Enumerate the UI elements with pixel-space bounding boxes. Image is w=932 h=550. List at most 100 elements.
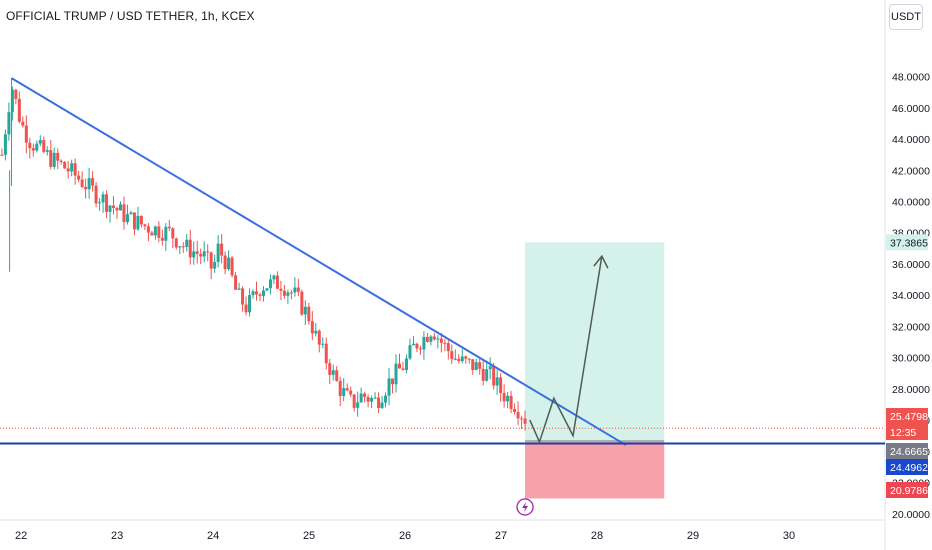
candle-body [220,243,224,256]
candle-body [317,330,321,345]
candle-body [293,287,297,293]
x-tick-label: 30 [783,530,795,542]
candle-body [384,395,388,403]
currency-button[interactable]: USDT [889,4,923,30]
candle-body [275,275,279,289]
position-zones [525,242,665,499]
candle-body [122,204,126,223]
candle-body [101,194,105,203]
candle-body [7,112,11,135]
candle-body [481,368,485,381]
drawings[interactable] [0,77,885,516]
candle-body [349,390,353,395]
candle-body [21,121,25,126]
candle-body [300,291,304,315]
candle-body [471,359,475,370]
x-tick-label: 27 [495,530,507,542]
time-axis[interactable]: 22 23 24 25 26 27 28 29 30 [15,530,795,542]
candle-body [520,418,524,420]
candle-body [289,292,293,294]
x-tick-label: 28 [591,530,603,542]
candle-body [415,343,419,349]
candle-body [373,397,377,399]
candle-body [181,246,185,248]
price-label-countdown [886,424,928,440]
y-tick-label: 48.0000 [892,72,930,84]
candle-body [506,395,510,402]
price-label-stop [886,482,928,498]
candle-body [391,378,395,385]
candle-body [310,321,314,334]
candle-body [73,163,77,176]
candle-body [244,304,248,313]
candle-body [429,336,433,342]
candle-body [195,251,199,254]
stop-zone [525,440,665,499]
candle-body [436,338,440,340]
candle-body [370,397,374,402]
candle-body [10,89,14,113]
candle-body [87,178,91,190]
candle-body [199,253,203,257]
candle-body [464,356,468,359]
candle-body [42,140,46,152]
candle-body [352,394,356,408]
candle-body [265,288,269,291]
candle-body [213,261,217,269]
candle-body [45,150,49,152]
price-label-entry [886,443,928,459]
candle-body [185,239,189,248]
candle-body [467,358,471,360]
candle-body [432,336,436,340]
candle-body [227,257,231,270]
candle-body [342,388,346,397]
candle-body [0,154,4,156]
candle-body [35,143,39,151]
candle-body [516,412,520,419]
candle-body [129,212,133,215]
candle-body [206,251,210,253]
candle-body [202,251,206,257]
candle-body [324,343,328,364]
candle-body [84,186,88,190]
y-tick-label: 28.0000 [892,384,930,396]
price-label-support [886,459,928,475]
candle-body [422,336,426,350]
candle-body [397,363,401,369]
candle-body [394,363,398,385]
lightning-bolt [522,502,529,512]
candle-body [160,237,164,241]
candle-body [513,408,517,413]
candle-body [31,148,35,151]
candle-body [335,370,339,381]
candle-body [216,243,220,262]
candle-body [146,226,150,233]
candle-body [38,140,42,144]
candle-body [251,291,255,296]
candle-body [178,246,182,248]
candle-body [492,366,496,386]
x-tick-label: 29 [687,530,699,542]
price-labels: 37.3865 25.4798 12:35 24.6665 24.4962 20.9786 [0,234,928,498]
candle-body [460,356,464,362]
candle-body [132,212,136,230]
candle-body [495,377,499,386]
candle-body [453,358,457,360]
chart-title: OFFICIAL TRUMP / USD TETHER, 1h, KCEX [6,9,255,23]
candle-body [49,150,53,167]
candle-body [164,226,168,241]
y-tick-label: 30.0000 [892,353,930,365]
candle-body [56,152,60,161]
projection-path [529,256,603,445]
candle-body [63,162,67,169]
candle-body [171,228,175,239]
candle-body [488,366,492,370]
candle-body [237,288,241,290]
candle-body [474,362,478,370]
y-tick-label: 36.0000 [892,259,930,271]
candle-body [115,207,119,211]
price-label-text: 24.6665 [890,446,928,458]
x-tick-label: 23 [111,530,123,542]
candle-body [338,380,342,397]
